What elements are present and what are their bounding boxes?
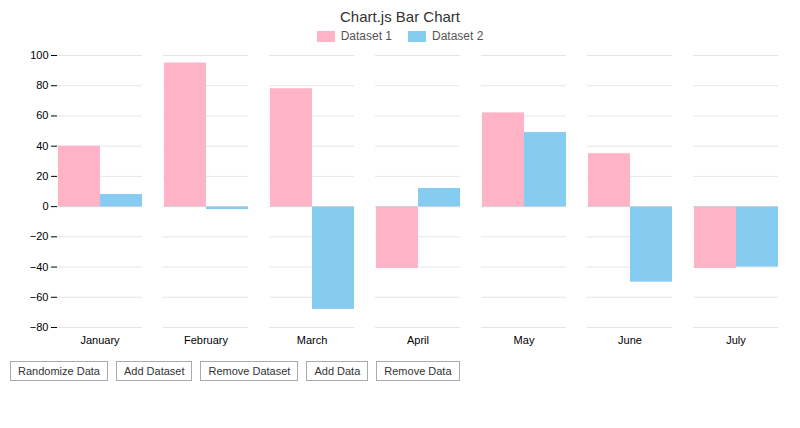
svg-text:January: January bbox=[80, 334, 120, 346]
svg-text:March: March bbox=[297, 334, 328, 346]
svg-text:−80: −80 bbox=[30, 321, 49, 333]
html-text:Randomize Data: Randomize Data bbox=[18, 365, 100, 377]
svg-text:April: April bbox=[407, 334, 429, 346]
html-text:Chart.js Bar Chart: Chart.js Bar Chart bbox=[340, 8, 460, 25]
html-text:Dataset 1: Dataset 1 bbox=[340, 29, 392, 43]
svg-text:February: February bbox=[184, 334, 229, 346]
html-text:Add Data: Add Data bbox=[314, 365, 361, 377]
svg-text:40: 40 bbox=[36, 140, 48, 152]
svg-text:20: 20 bbox=[36, 170, 48, 182]
svg-text:−60: −60 bbox=[30, 291, 49, 303]
svg-text:80: 80 bbox=[36, 79, 48, 91]
svg-text:0: 0 bbox=[42, 200, 48, 212]
html-text:Add Dataset: Add Dataset bbox=[123, 365, 185, 377]
svg-text:May: May bbox=[514, 334, 535, 346]
html-text:Remove Dataset: Remove Dataset bbox=[208, 365, 291, 377]
svg-text:60: 60 bbox=[36, 109, 48, 121]
svg-text:100: 100 bbox=[30, 49, 48, 61]
svg-text:June: June bbox=[618, 334, 642, 346]
html-text:Dataset 2: Dataset 2 bbox=[432, 29, 484, 43]
svg-text:July: July bbox=[726, 334, 746, 346]
svg-text:−40: −40 bbox=[30, 261, 49, 273]
svg-text:−20: −20 bbox=[30, 230, 49, 242]
html-text:Remove Data: Remove Data bbox=[384, 365, 452, 377]
